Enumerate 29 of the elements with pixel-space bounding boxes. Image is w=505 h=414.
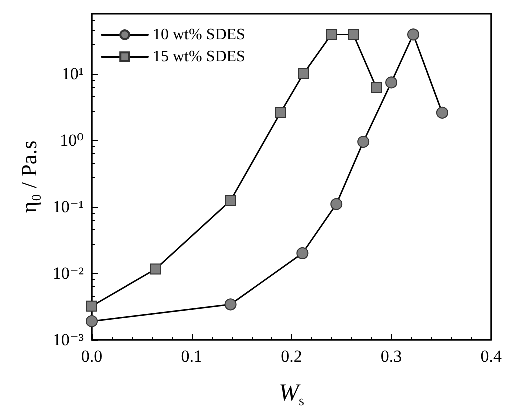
y-tick-label: 10⁻³ (52, 330, 84, 350)
x-tick-label: 0.4 (480, 347, 502, 366)
point (150, 264, 162, 275)
x-tick-label: 0.1 (181, 347, 202, 366)
legend-label: 15 wt% SDES (153, 48, 246, 66)
point (275, 107, 286, 118)
y-tick-label: 10⁻² (52, 264, 84, 284)
legend-label: 10 wt% SDES (153, 26, 246, 44)
point (224, 298, 237, 311)
point (326, 29, 338, 40)
point (371, 82, 382, 94)
point (86, 315, 98, 328)
point (225, 195, 236, 206)
y-tick-label: 10¹ (62, 64, 84, 84)
y-tick-label: 10⁻¹ (52, 198, 84, 217)
x-tick-label: 0.0 (81, 347, 103, 366)
point (330, 198, 343, 210)
point (358, 136, 370, 148)
point (408, 28, 420, 41)
point (86, 300, 98, 312)
point (386, 76, 398, 89)
x-tick-label: 0.3 (380, 347, 402, 366)
point (298, 68, 310, 80)
x-tick-label: 0.2 (281, 347, 302, 366)
point (296, 248, 309, 260)
point (436, 106, 448, 119)
y-axis-title: η₀ / Pa.s (16, 140, 42, 214)
y-tick-label: 10⁰ (60, 131, 84, 150)
point (348, 29, 360, 40)
